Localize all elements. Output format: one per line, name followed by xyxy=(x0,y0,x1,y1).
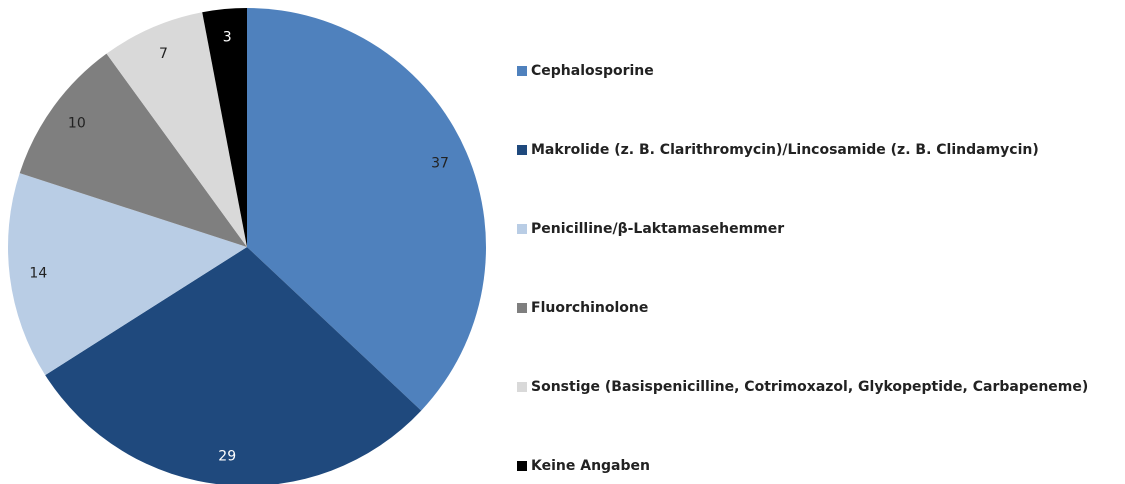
pie-slice xyxy=(202,7,247,247)
data-label: 14 xyxy=(29,265,47,281)
legend-label: Penicilline/β-Laktamasehemmer xyxy=(531,221,784,237)
legend-label: Fluorchinolone xyxy=(531,300,648,316)
legend-label: Keine Angaben xyxy=(531,458,650,474)
pie-slice xyxy=(19,53,247,247)
legend-swatch xyxy=(517,303,527,313)
legend-swatch xyxy=(517,66,527,76)
legend-swatch xyxy=(517,145,527,155)
data-label: 10 xyxy=(68,115,86,131)
data-label: 29 xyxy=(218,448,236,464)
data-label: 37 xyxy=(431,155,449,171)
data-label: 3 xyxy=(223,30,232,46)
pie-slice xyxy=(247,8,486,411)
pie-slice xyxy=(8,173,247,376)
legend-label: Sonstige (Basispenicilline, Cotrimoxazol… xyxy=(531,379,1088,395)
pie-slice xyxy=(106,12,248,247)
legend-swatch xyxy=(517,382,527,392)
legend-swatch xyxy=(517,461,527,471)
legend-swatch xyxy=(517,224,527,234)
pie-slice xyxy=(45,247,422,484)
data-label: 7 xyxy=(159,46,168,62)
legend-label: Cephalosporine xyxy=(531,63,654,79)
legend-label: Makrolide (z. B. Clarithromycin)/Lincosa… xyxy=(531,142,1039,158)
